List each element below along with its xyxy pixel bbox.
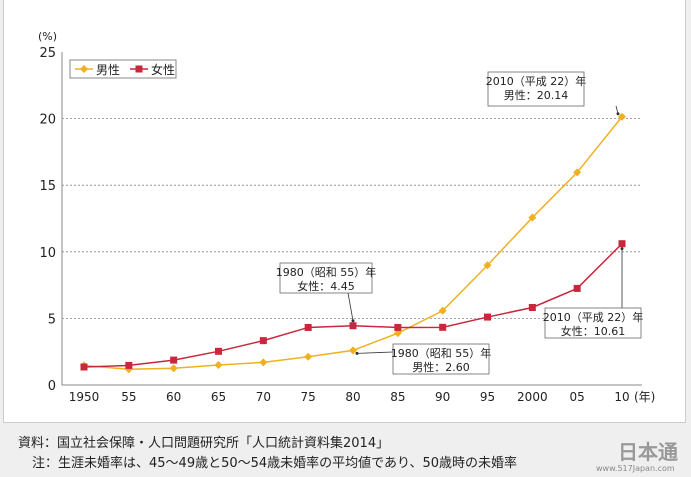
x-tick-label: 05: [570, 390, 585, 404]
x-tick-label: 65: [211, 390, 226, 404]
logo: 日本通 www.517Japan.com: [596, 440, 688, 476]
annotation-line2: 男性：20.14: [504, 88, 569, 102]
data-point-female: [528, 303, 536, 311]
x-tick-label: 1950: [69, 390, 100, 404]
data-point-female: [439, 323, 447, 331]
legend: [69, 59, 177, 79]
data-point-male: [618, 112, 626, 121]
y-unit-label: (%): [38, 30, 57, 43]
y-tick-label: 15: [39, 179, 56, 194]
data-point-female: [349, 322, 357, 330]
annotation-arrow: [347, 292, 354, 321]
annotation-arrow: [356, 351, 394, 354]
x-tick-label: 95: [480, 390, 495, 404]
annotation-arrowhead: [620, 247, 624, 251]
source-note: 資料：国立社会保障・人口問題研究所「人口統計資料集2014」: [18, 436, 390, 451]
data-point-female: [573, 284, 581, 292]
y-tick-label: 25: [39, 46, 56, 61]
annotation-line1: 2010（平成 22）年: [486, 74, 587, 88]
annotation-box: [544, 307, 642, 339]
annotation-line1: 2010（平成 22）年: [543, 310, 644, 324]
series-line-男性: [83, 116, 623, 371]
annotation-arrowhead: [616, 112, 620, 116]
data-point-male: [349, 346, 357, 355]
legend-marker: [80, 65, 88, 73]
legend-label: 女性: [151, 62, 175, 77]
data-point-female: [80, 363, 88, 371]
x-tick-label: 75: [301, 390, 316, 404]
logo-url: www.517Japan.com: [596, 464, 675, 473]
annotation-arrowhead: [355, 351, 359, 355]
data-point-female: [484, 313, 491, 321]
data-point-male: [259, 358, 268, 367]
data-point-male: [528, 213, 537, 222]
x-tick-label: 10: [614, 390, 629, 404]
logo-text: 日本通: [618, 440, 678, 464]
data-point-female: [304, 323, 312, 331]
y-tick-label: 10: [39, 246, 56, 261]
annotation-line1: 1980（昭和 55）年: [391, 346, 492, 360]
y-tick-label: 20: [39, 113, 56, 128]
data-point-male: [573, 168, 582, 177]
x-tick-label: 2000: [517, 390, 548, 404]
x-tick-label: 55: [121, 390, 136, 404]
annotation-box: [279, 262, 373, 294]
y-tick-label: 5: [48, 312, 56, 327]
data-point-male: [304, 352, 313, 361]
data-point-female: [215, 347, 222, 355]
x-tick-label: 85: [390, 390, 405, 404]
data-point-male: [438, 306, 447, 315]
data-point-male: [214, 361, 223, 370]
x-tick-label: 90: [435, 390, 450, 404]
data-point-female: [618, 240, 626, 248]
data-point-female: [170, 356, 178, 364]
data-point-male: [393, 329, 402, 338]
annotation-line2: 女性：4.45: [297, 279, 355, 293]
annotation-line2: 女性：10.61: [561, 324, 626, 338]
legend-marker: [135, 65, 143, 73]
annotation-box: [392, 343, 490, 375]
data-point-female: [394, 323, 402, 331]
annotation-line2: 男性：2.60: [412, 360, 470, 374]
data-point-male: [483, 261, 492, 270]
x-unit-label: (年): [634, 390, 655, 404]
data-point-female: [125, 361, 133, 369]
data-point-male: [169, 364, 178, 373]
x-tick-label: 60: [166, 390, 181, 404]
x-tick-label: 70: [256, 390, 271, 404]
data-point-female: [259, 337, 267, 345]
annotation-arrowhead: [351, 319, 355, 323]
axis: [61, 52, 642, 386]
annotation-box: [487, 71, 585, 107]
y-tick-label: 0: [48, 379, 56, 394]
legend-label: 男性: [96, 63, 120, 77]
footnote: 注：生涯未婚率は、45～49歳と50～54歳未婚率の平均値であり、50歳時の未婚…: [32, 456, 518, 471]
x-tick-label: 80: [345, 390, 360, 404]
annotation-line1: 1980（昭和 55）年: [276, 265, 377, 279]
